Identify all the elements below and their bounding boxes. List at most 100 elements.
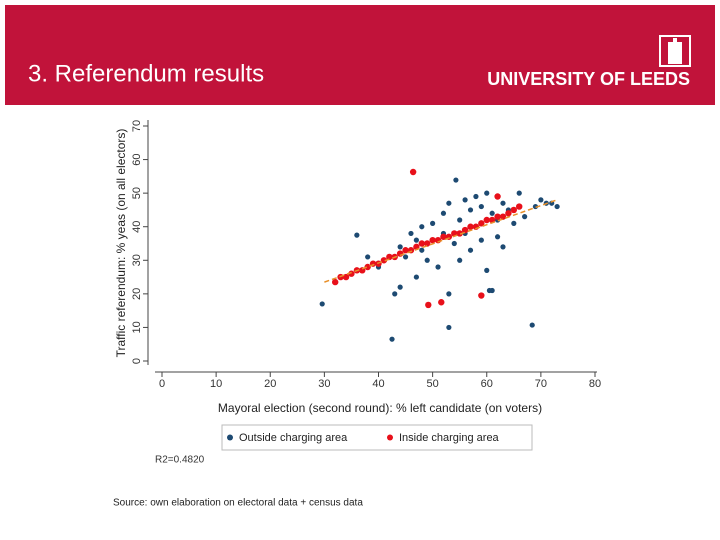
point [440,210,447,216]
point [538,197,544,203]
point [392,291,398,297]
point [402,254,409,260]
point [348,270,355,277]
slide-title: 3. Referendum results [28,60,264,87]
point [494,234,501,240]
point [386,253,393,261]
x-tick-label: 0 [159,378,165,390]
point [500,244,506,250]
annotation: R2=0.4820 [155,455,205,466]
x-tick-label: 40 [372,378,384,390]
point [319,301,325,307]
y-tick-label: 60 [131,153,143,165]
point [424,240,431,247]
point [365,254,371,260]
point [418,240,425,247]
x-tick-label: 70 [535,378,547,390]
legend-marker [227,434,233,441]
y-tick-label: 0 [131,358,143,364]
point [554,203,560,210]
point [484,267,490,273]
y-tick-label: 30 [131,254,143,266]
point [510,206,518,214]
point [505,210,512,217]
point [511,220,517,226]
point [389,336,395,342]
y-tick-label: 40 [131,221,143,233]
point [332,278,339,286]
point [430,220,436,226]
point [451,240,457,247]
point [478,220,485,227]
point [397,244,403,250]
y-tick-label: 70 [131,120,143,132]
point [494,213,501,220]
x-tick-label: 30 [318,378,330,390]
fit-line [324,199,558,283]
point [453,177,459,183]
point [486,287,493,294]
point [522,214,528,220]
point [483,216,490,224]
point [456,230,463,237]
point [500,200,506,206]
logo-icon [659,35,691,67]
point [429,236,436,244]
legend-label: Outside charging area [239,432,348,444]
point [457,257,463,263]
point [354,232,360,238]
x-tick-label: 60 [481,378,493,390]
point [425,301,432,309]
point [419,224,425,230]
point [473,193,479,200]
point [478,237,484,243]
point [457,217,463,223]
y-tick-label: 50 [131,187,143,199]
point [342,273,350,281]
point [408,230,414,237]
point [467,207,474,213]
point [409,168,417,176]
point [516,190,522,196]
point [424,257,430,263]
point [446,291,452,297]
point [438,299,445,306]
legend-label: Inside charging area [399,432,500,444]
point [446,324,452,331]
chart-area [115,115,605,467]
header-band [5,5,715,105]
point [478,292,485,299]
point [462,197,468,203]
point [397,284,403,290]
x-tick-label: 50 [427,378,439,390]
point [413,237,419,243]
point [494,193,501,200]
point [402,247,409,254]
point [489,210,495,216]
legend [221,424,533,451]
point [413,274,419,280]
point [499,213,507,220]
x-tick-label: 80 [589,378,601,390]
point [467,247,474,253]
point [532,203,539,210]
point [419,247,425,253]
point [529,322,535,328]
legend-marker [387,434,393,441]
point [484,190,490,196]
point [440,233,447,240]
x-tick-label: 10 [210,378,222,390]
point [446,200,452,206]
logo-text: UNIVERSITY OF LEEDS [487,69,690,89]
x-axis-label: Mayoral election (second round): % left … [218,401,542,415]
point [435,264,441,270]
point [478,203,484,210]
point [380,257,388,264]
y-tick-label: 20 [131,288,143,300]
source-note: Source: own elaboration on electoral dat… [113,498,363,509]
point [461,226,469,234]
y-axis-label: Traffic referendum: % yeas (on all elect… [114,129,128,358]
x-tick-label: 20 [264,378,276,390]
point [364,263,371,271]
